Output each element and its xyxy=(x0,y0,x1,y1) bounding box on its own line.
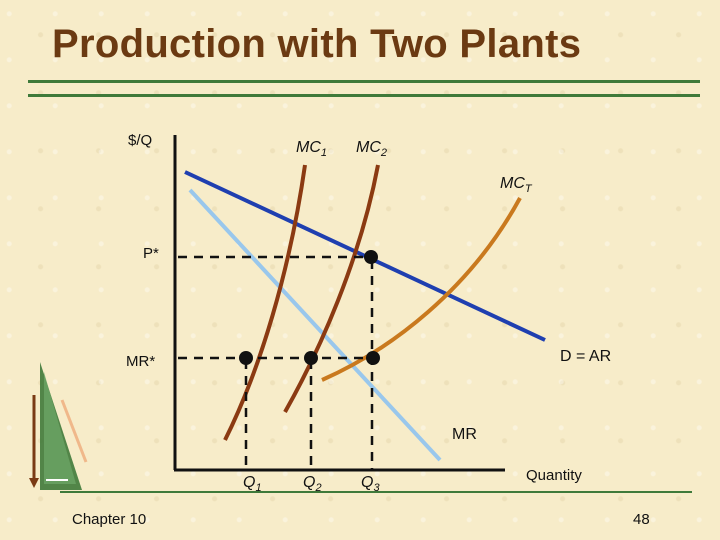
x-axis-label: Quantity xyxy=(526,467,582,484)
mr-label: MR xyxy=(452,426,477,443)
corner-decoration-icon xyxy=(29,362,88,490)
mr-star-label: MR* xyxy=(126,353,156,370)
mc1-label: MC1 xyxy=(296,139,328,160)
mct-label: MCT xyxy=(500,175,532,196)
q1-label: Q1 xyxy=(243,474,262,495)
mc2-curve xyxy=(283,164,380,413)
q3-label: Q3 xyxy=(361,474,380,495)
page-title: Production with Two Plants xyxy=(52,22,582,66)
q2-label: Q2 xyxy=(303,474,322,495)
mct-curve xyxy=(321,197,522,382)
point-q3 xyxy=(366,351,380,365)
point-q2 xyxy=(304,351,318,365)
page-number: 48 xyxy=(633,511,650,528)
equilibrium-point-p-star xyxy=(364,250,378,264)
chapter-label: Chapter 10 xyxy=(72,511,147,528)
mc2-label: MC2 xyxy=(356,139,388,160)
y-axis-label: $/Q xyxy=(128,132,153,149)
point-q1 xyxy=(239,351,253,365)
mc1-curve xyxy=(223,164,307,441)
footer-rule xyxy=(60,491,692,493)
title-rule-lower xyxy=(28,94,700,97)
p-star-label: P* xyxy=(143,245,159,262)
title-rule-upper xyxy=(28,80,700,83)
mr-curve xyxy=(188,188,442,462)
demand-label: D = AR xyxy=(560,348,612,365)
